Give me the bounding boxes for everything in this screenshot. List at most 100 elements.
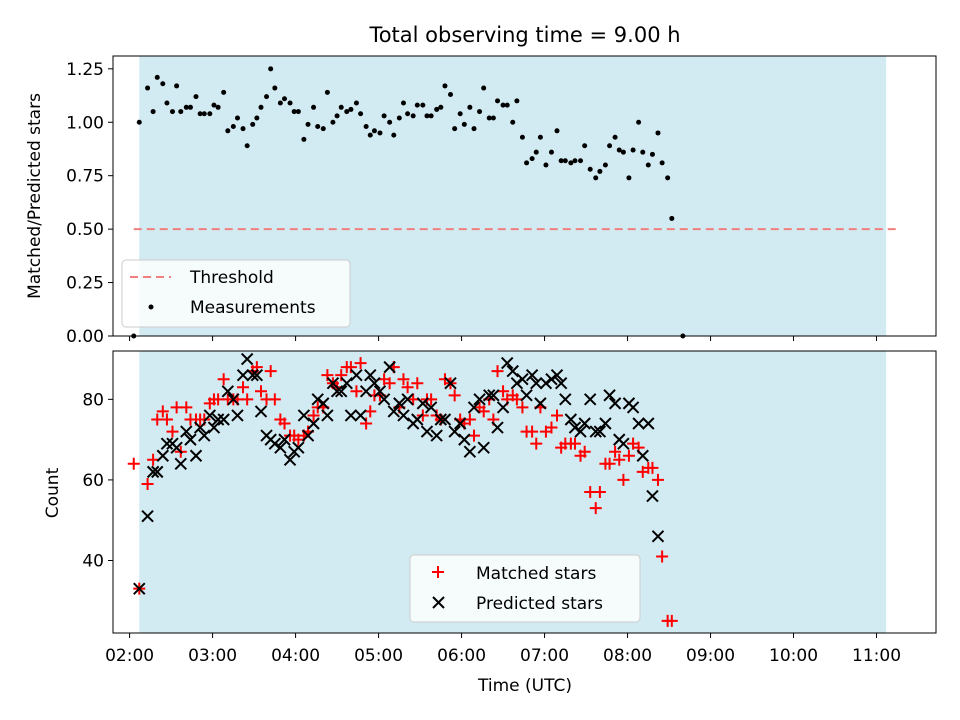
predicted-star-point xyxy=(583,393,597,406)
measurement-point xyxy=(636,119,642,125)
measurement-point xyxy=(548,149,554,155)
top-y-axis-label: Matched/Predicted stars xyxy=(25,93,45,299)
predicted-star-point xyxy=(317,397,330,410)
y-tick-label: 80 xyxy=(82,390,104,410)
predicted-star-point xyxy=(292,441,305,454)
legend-predicted-swatch xyxy=(432,596,445,609)
measurement-point xyxy=(529,156,535,162)
measurement-point xyxy=(510,119,516,125)
predicted-star-point xyxy=(467,401,481,414)
matched-star-point xyxy=(463,413,476,426)
measurement-point xyxy=(461,121,467,127)
measurement-point xyxy=(424,113,430,119)
matched-star-point xyxy=(278,417,291,430)
matched-star-point xyxy=(364,405,377,418)
predicted-star-point xyxy=(364,368,377,382)
predicted-star-point xyxy=(550,368,564,382)
x-tick-label: 07:00 xyxy=(520,646,569,666)
top-legend-box xyxy=(121,259,351,328)
predicted-star-point xyxy=(496,401,510,414)
legend-threshold-label: Threshold xyxy=(189,268,274,288)
matched-star-point xyxy=(397,373,410,386)
bottom-axes-frame xyxy=(112,350,937,634)
x-tick-label: 05:00 xyxy=(354,646,403,666)
measurement-point xyxy=(193,94,199,100)
measurement-point xyxy=(543,162,549,168)
predicted-star-point xyxy=(193,421,207,434)
predicted-star-point xyxy=(530,377,543,390)
predicted-star-point xyxy=(401,393,414,406)
matched-star-point xyxy=(217,373,230,386)
y-tick-label: 0.50 xyxy=(66,220,104,240)
predicted-star-point xyxy=(307,417,320,430)
measurement-point xyxy=(282,96,288,102)
measurement-point xyxy=(659,160,665,166)
measurement-point xyxy=(145,85,151,91)
predicted-star-point xyxy=(539,377,553,390)
matched-star-point xyxy=(401,381,414,394)
measurement-point xyxy=(414,102,420,108)
predicted-star-point xyxy=(444,377,457,390)
predicted-star-point xyxy=(227,393,240,406)
predicted-star-point xyxy=(458,433,471,446)
predicted-star-point xyxy=(487,389,500,402)
measurement-point xyxy=(277,100,283,106)
measurement-point xyxy=(572,158,578,164)
measurement-point xyxy=(201,111,207,117)
predicted-star-point xyxy=(311,393,324,406)
predicted-star-point xyxy=(510,377,524,390)
predicted-star-point xyxy=(534,397,547,410)
predicted-star-point xyxy=(278,433,291,446)
measurement-point xyxy=(258,104,264,110)
measurement-point xyxy=(582,143,588,149)
measurement-point xyxy=(533,149,539,155)
matched-star-point xyxy=(321,369,334,382)
measurement-point xyxy=(616,147,622,153)
measurement-point xyxy=(169,109,175,115)
measurement-point xyxy=(334,113,340,119)
measurement-point xyxy=(305,121,311,127)
x-tick-label: 08:00 xyxy=(603,646,652,666)
predicted-star-point xyxy=(411,413,424,426)
predicted-star-point xyxy=(180,425,193,438)
predicted-stars-points xyxy=(133,352,665,595)
matched-star-point xyxy=(568,437,581,450)
measurement-point xyxy=(377,130,383,136)
measurement-point xyxy=(467,104,473,110)
measurement-point xyxy=(645,162,651,168)
measurement-point xyxy=(344,109,350,115)
y-tick-label: 0.25 xyxy=(66,274,104,294)
matched-star-point xyxy=(468,429,481,442)
predicted-star-point xyxy=(156,449,170,462)
measurement-point xyxy=(264,94,270,100)
measurement-point xyxy=(150,109,156,115)
bottom-panel: 40 60 80 02:00 03:00 04:00 05:00 06:00 07:00 08:… xyxy=(43,350,937,696)
predicted-star-point xyxy=(268,437,282,450)
bottom-y-axis-label: Count xyxy=(43,467,63,518)
measurement-point xyxy=(665,175,671,181)
predicted-star-point xyxy=(434,413,448,426)
measurement-point xyxy=(396,115,402,121)
measurement-point xyxy=(640,149,646,155)
predicted-star-point xyxy=(198,429,211,442)
predicted-star-point xyxy=(189,449,203,462)
measurement-point xyxy=(410,113,416,119)
predicted-star-point xyxy=(416,397,430,410)
predicted-star-point xyxy=(254,405,268,418)
measurement-point xyxy=(519,134,525,140)
predicted-star-point xyxy=(217,413,230,426)
x-tick-label: 10:00 xyxy=(769,646,818,666)
measurement-point xyxy=(381,113,387,119)
matched-star-point xyxy=(516,401,529,414)
measurement-point xyxy=(387,119,393,125)
legend-predicted-label: Predicted stars xyxy=(476,594,603,614)
measurement-point xyxy=(500,102,506,108)
measurement-point xyxy=(324,89,330,95)
matched-star-point xyxy=(651,473,664,486)
matched-star-point xyxy=(411,377,424,390)
measurement-point xyxy=(428,113,434,119)
predicted-star-point xyxy=(603,389,616,402)
measurement-point xyxy=(174,83,180,89)
measurement-point xyxy=(620,149,626,155)
